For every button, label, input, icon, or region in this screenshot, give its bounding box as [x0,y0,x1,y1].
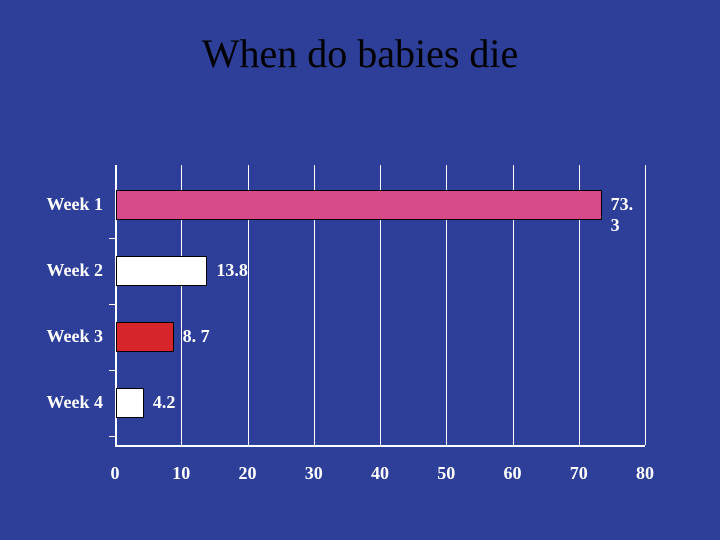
y-tick [109,370,115,371]
category-label: Week 4 [13,392,103,413]
x-tick-label: 20 [239,463,257,484]
y-tick [109,238,115,239]
y-tick [109,436,115,437]
grid-line [645,165,646,445]
category-label: Week 1 [13,194,103,215]
slide: When do babies die 01020304050607080Week… [0,0,720,540]
x-tick-label: 50 [437,463,455,484]
value-label: 13.8 [216,260,248,281]
bar [116,322,174,352]
x-tick-label: 70 [570,463,588,484]
category-label: Week 3 [13,326,103,347]
x-tick-label: 60 [504,463,522,484]
x-axis [115,445,645,447]
value-label: 4.2 [153,392,176,413]
value-label: 8. 7 [183,326,210,347]
y-tick [109,304,115,305]
bar [116,388,144,418]
x-tick-label: 40 [371,463,389,484]
chart-title: When do babies die [0,30,720,77]
category-label: Week 2 [13,260,103,281]
x-tick-label: 10 [172,463,190,484]
bar [116,190,602,220]
bar [116,256,207,286]
x-tick-label: 0 [111,463,120,484]
value-label: 73. 3 [611,194,645,236]
x-tick-label: 80 [636,463,654,484]
bar-chart: 01020304050607080Week 173. 3Week 213.8We… [115,165,645,445]
x-tick-label: 30 [305,463,323,484]
